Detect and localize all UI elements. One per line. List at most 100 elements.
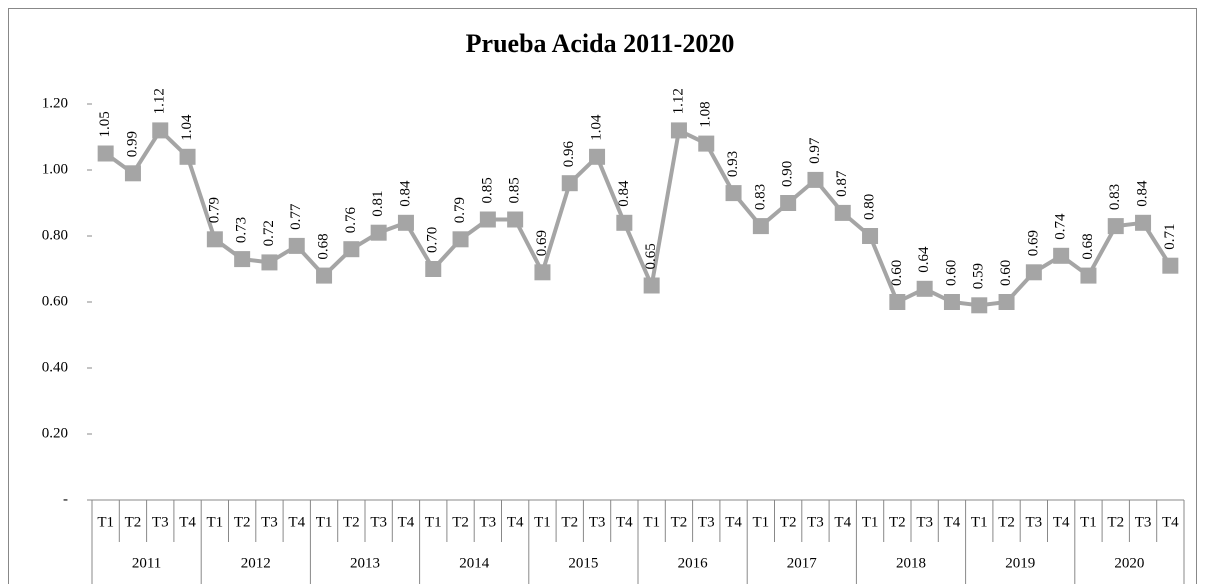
data-label: 0.84 [616,180,632,207]
marker [534,264,551,281]
data-label: 0.73 [234,217,250,243]
marker [1053,247,1070,264]
marker [916,280,933,297]
marker [452,231,469,248]
x-tick-label: T4 [1162,514,1179,530]
x-tick-label: T1 [1080,514,1097,530]
x-tick-label: T4 [179,514,196,530]
y-tick-label: - [63,491,68,507]
marker [425,261,442,277]
x-tick-label: T4 [288,514,305,530]
marker [834,204,851,221]
marker [643,277,660,294]
data-label: 1.12 [152,88,168,114]
x-tick-label: T4 [725,514,742,530]
x-tick-label: T2 [452,514,469,530]
marker [616,214,633,231]
x-tick-label: T4 [834,514,851,530]
x-tick-label: T3 [1135,514,1152,530]
data-label: 0.65 [643,243,659,269]
x-tick-label: T4 [616,514,633,530]
marker [124,165,141,182]
x-tick-label: T2 [671,514,688,530]
data-label: 0.84 [1134,180,1150,207]
data-label: 1.04 [588,114,604,141]
y-tick-label: 1.20 [42,95,68,111]
data-label: 0.60 [998,260,1014,286]
data-label: 0.68 [1080,233,1096,259]
x-tick-label: T3 [589,514,606,530]
data-label: 1.08 [698,101,714,127]
x-tick-label: T2 [889,514,906,530]
marker [752,218,769,235]
data-label: 0.69 [1025,230,1041,256]
marker [698,135,715,152]
marker [261,254,278,271]
marker [561,175,578,192]
data-label: 0.96 [561,140,577,167]
x-tick-label: T1 [97,514,114,530]
x-tick-label: T3 [480,514,497,530]
x-tick-label: T1 [207,514,224,530]
data-label: 0.72 [261,220,277,246]
marker [725,185,742,202]
x-tick-label: T2 [998,514,1015,530]
x-tick-label: T1 [753,514,770,530]
marker [1025,264,1042,281]
marker [889,294,906,310]
y-tick-label: 1.00 [42,161,68,177]
data-label: 0.90 [780,161,796,187]
x-group-label: 2016 [678,555,709,571]
x-tick-label: T4 [398,514,415,530]
data-label: 0.87 [834,170,850,197]
x-tick-label: T1 [643,514,660,530]
marker [343,241,360,258]
x-group-label: 2014 [459,555,490,571]
x-group-label: 2012 [241,555,271,571]
data-label: 1.04 [179,114,195,141]
marker [780,195,797,211]
data-label: 0.60 [889,260,905,286]
data-label: 0.64 [916,246,932,273]
marker [589,148,606,165]
marker [998,294,1015,310]
data-label: 1.05 [97,111,113,137]
chart-title: Prueba Acida 2011-2020 [466,29,735,58]
data-label: 0.79 [452,197,468,223]
data-label: 0.77 [288,203,304,230]
x-tick-label: T3 [370,514,387,530]
data-label: 0.80 [861,194,877,220]
data-label: 0.68 [315,233,331,259]
x-tick-label: T2 [780,514,797,530]
data-label: 0.93 [725,151,741,177]
x-group-label: 2015 [568,555,598,571]
marker [1080,267,1097,284]
marker [179,148,196,165]
data-label: 0.79 [206,197,222,223]
data-label: 0.81 [370,190,386,216]
data-label: 0.59 [971,263,987,289]
data-label: 0.99 [124,131,140,157]
x-tick-label: T3 [698,514,715,530]
marker [807,171,824,188]
x-tick-label: T4 [944,514,961,530]
data-label: 0.69 [534,230,550,256]
marker [670,122,687,139]
marker [1107,218,1124,235]
marker [370,224,387,241]
x-tick-label: T3 [152,514,169,530]
x-group-label: 2013 [350,555,380,571]
y-tick-label: 0.80 [42,227,68,243]
x-tick-label: T2 [1107,514,1124,530]
data-label: 0.71 [1162,223,1178,249]
marker [507,211,524,228]
data-label: 1.12 [670,88,686,114]
marker [862,228,879,244]
x-tick-label: T4 [1053,514,1070,530]
marker [479,211,496,228]
marker [234,251,251,268]
marker [943,294,960,310]
x-group-label: 2020 [1114,555,1144,571]
x-tick-label: T2 [234,514,251,530]
